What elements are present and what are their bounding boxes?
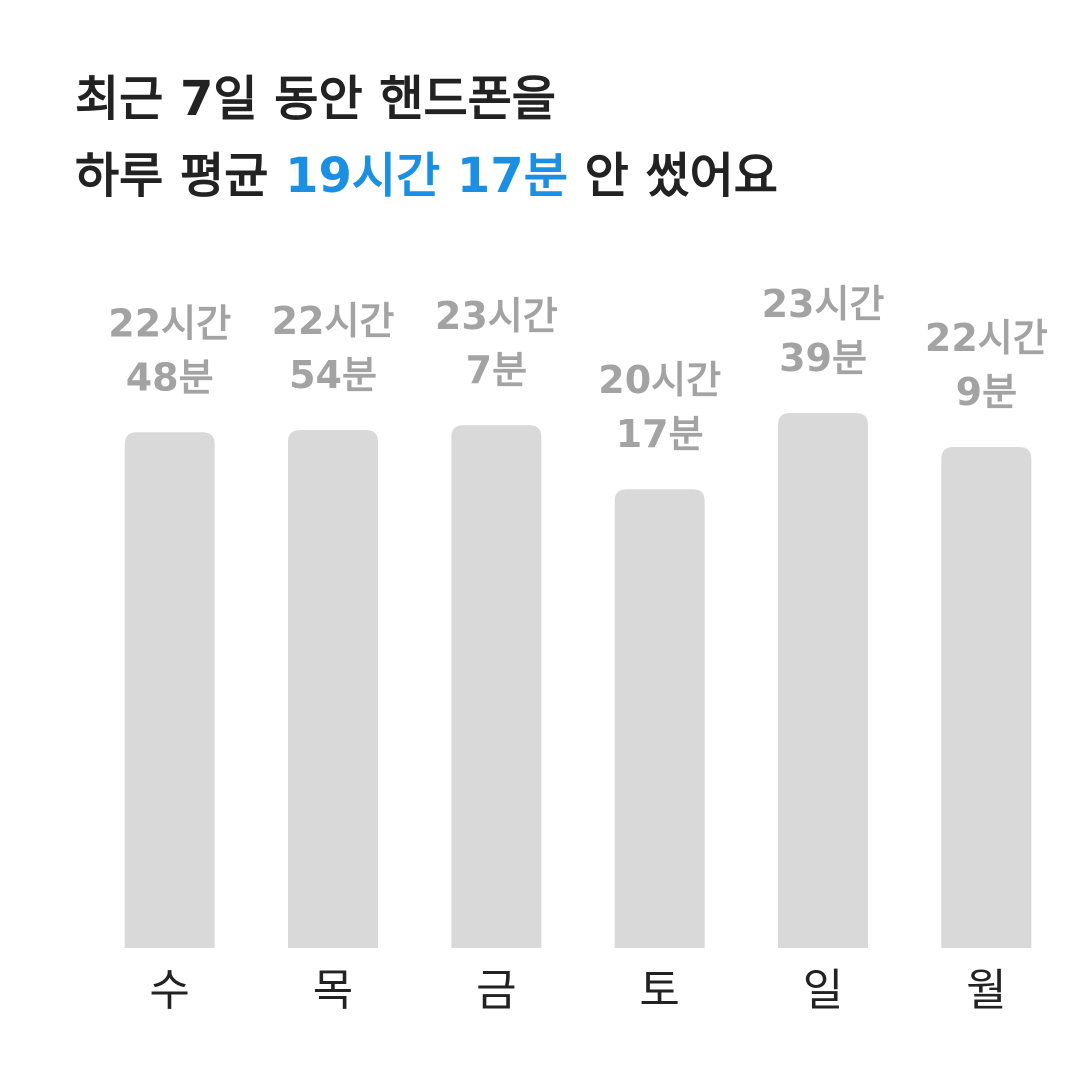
bar: [614, 489, 705, 948]
value-label: 22시간: [925, 316, 1048, 360]
bar: [288, 430, 378, 948]
subtitle-highlight: 19시간 17분: [285, 148, 568, 204]
x-tick-label: 일: [803, 965, 843, 1016]
value-label: 17분: [616, 412, 704, 456]
value-label: 22시간: [108, 301, 231, 345]
chart-title: 최근 7일 동안 핸드폰을: [75, 71, 556, 127]
x-tick-label: 수: [149, 965, 189, 1016]
bar: [778, 413, 868, 948]
chart-subtitle: 하루 평균 19시간 17분 안 썼어요: [75, 148, 778, 204]
value-label: 22시간: [272, 299, 395, 343]
value-label: 20시간: [598, 358, 721, 402]
value-label: 54분: [289, 353, 377, 397]
value-label: 7분: [466, 348, 527, 392]
bar: [941, 446, 1032, 948]
value-label: 39분: [779, 336, 867, 380]
value-label: 48분: [126, 355, 214, 399]
bar: [124, 432, 215, 948]
x-tick-label: 목: [313, 965, 353, 1016]
x-tick-label: 토: [639, 965, 679, 1016]
bar: [451, 425, 542, 948]
subtitle-part: 안 썼어요: [585, 148, 778, 204]
value-label: 9분: [956, 370, 1017, 414]
value-label: 23시간: [435, 294, 558, 338]
subtitle-part: 하루 평균: [75, 148, 268, 204]
value-label: 23시간: [762, 282, 885, 326]
x-tick-label: 월: [966, 965, 1006, 1016]
x-tick-label: 금: [476, 965, 516, 1016]
